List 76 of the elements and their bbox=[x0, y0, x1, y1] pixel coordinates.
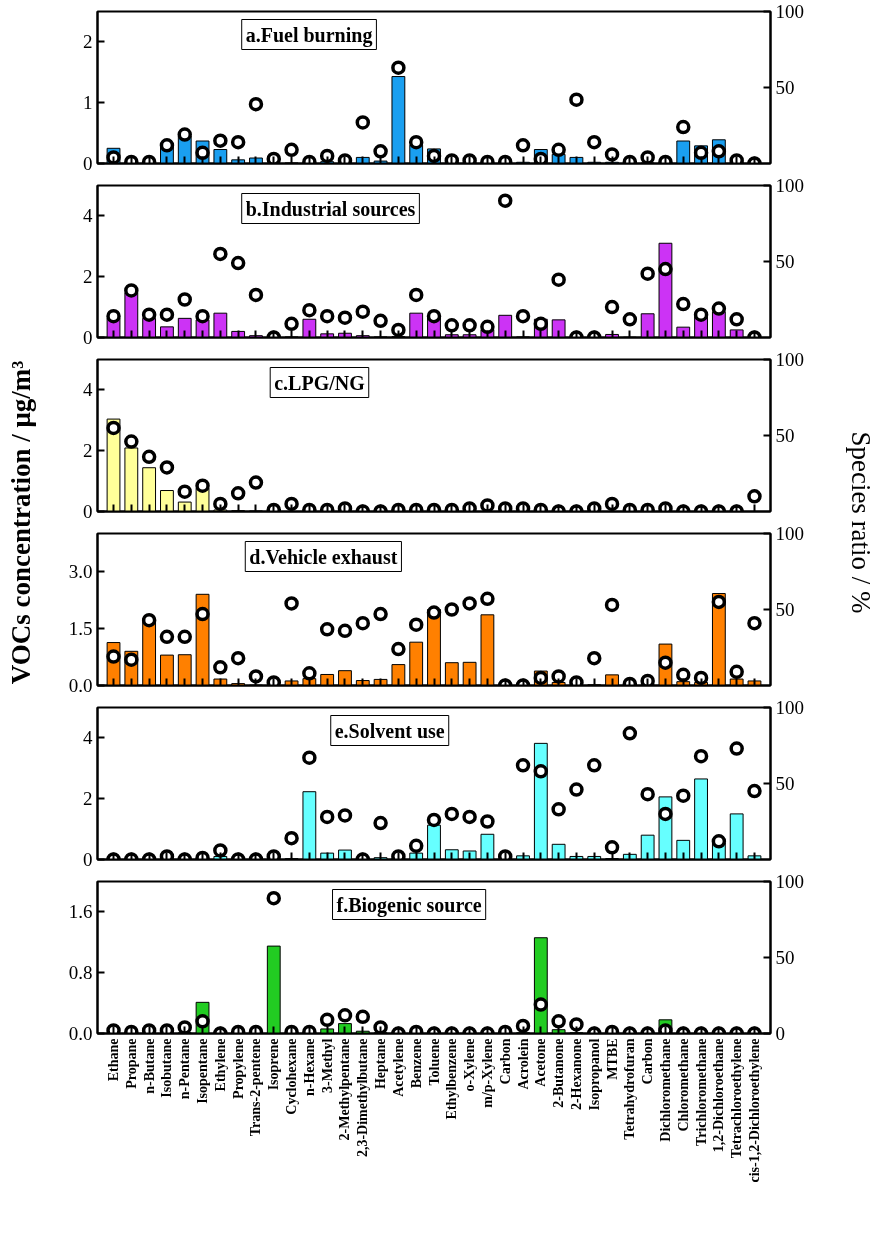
y-tick-label: 0.0 bbox=[68, 675, 93, 696]
y-tick-label: 3.0 bbox=[68, 561, 93, 582]
y2-tick-label: 100 bbox=[775, 523, 804, 544]
x-tick-label: 1,2-Dichloroethane bbox=[711, 1038, 727, 1153]
x-tick-label: Dichloromethane bbox=[657, 1038, 673, 1142]
y2-tick-label: 50 bbox=[775, 77, 795, 98]
y-tick-label: 2 bbox=[83, 31, 93, 53]
x-tick-label: Ethane bbox=[106, 1038, 122, 1082]
y2-tick-label: 100 bbox=[775, 871, 804, 892]
y-tick-label: 4 bbox=[83, 205, 93, 227]
x-tick-label: o-Xylene bbox=[462, 1038, 478, 1092]
y2-tick-label: 100 bbox=[775, 697, 804, 718]
y-tick-label: 2 bbox=[83, 788, 93, 810]
x-tick-label: Isoprene bbox=[266, 1038, 282, 1091]
x-tick-label: Cyclohexane bbox=[284, 1038, 300, 1115]
y2-tick-label: 50 bbox=[775, 599, 795, 620]
y2-tick-label: 50 bbox=[775, 251, 795, 272]
x-tick-label: cis-1,2-Dichloroethylene bbox=[746, 1038, 762, 1183]
y-axis-title: VOCs concentration / μg/m³ bbox=[5, 360, 36, 685]
x-tick-label: Trans-2-pentene bbox=[248, 1038, 264, 1137]
x-tick-label: 2,3-Dimethylbutane bbox=[355, 1038, 371, 1158]
text: c.LPG/NG bbox=[274, 371, 366, 394]
y2-tick-label: 50 bbox=[775, 425, 795, 446]
x-tick-label: Propane bbox=[123, 1038, 139, 1089]
y-tick-label: 1.5 bbox=[68, 618, 93, 639]
y-tick-label: 0 bbox=[83, 153, 93, 174]
x-tick-label: Carbon bbox=[497, 1038, 513, 1085]
text: b.Industrial sources bbox=[245, 197, 416, 220]
x-tick-label: Heptane bbox=[373, 1038, 389, 1090]
x-tick-label: n-Hexane bbox=[301, 1038, 317, 1097]
y2-tick-label: 100 bbox=[775, 349, 804, 370]
y2-tick-label: 100 bbox=[775, 1, 804, 22]
y-tick-label: 0 bbox=[83, 501, 93, 522]
y2-tick-label: 50 bbox=[775, 773, 795, 794]
x-tick-label: Tetrachloroethylene bbox=[729, 1038, 745, 1159]
x-tick-label: Acrolein bbox=[515, 1038, 531, 1090]
x-tick-label: Acetylene bbox=[390, 1038, 406, 1097]
x-tick-label: Carbon bbox=[640, 1038, 656, 1085]
text: e.Solvent use bbox=[334, 719, 445, 742]
x-tick-label: 2-Hexanone bbox=[568, 1038, 584, 1111]
x-tick-label: Tetrahydrofuran bbox=[622, 1038, 638, 1140]
x-tick-label: Chloromethane bbox=[675, 1038, 691, 1132]
x-tick-label: m/p-Xylene bbox=[479, 1038, 495, 1108]
y2-tick-label: 100 bbox=[775, 175, 804, 196]
x-tick-label: Toluene bbox=[426, 1038, 442, 1086]
x-tick-label: Propylene bbox=[230, 1038, 246, 1099]
x-tick-label: Isopentane bbox=[195, 1038, 211, 1104]
x-tick-label: Trichloromethane bbox=[693, 1038, 709, 1147]
y-tick-label: 0 bbox=[83, 849, 93, 870]
x-tick-label: Acetone bbox=[533, 1038, 549, 1087]
y-tick-label: 0.0 bbox=[68, 1023, 93, 1044]
x-tick-label: n-Pentane bbox=[177, 1038, 193, 1100]
x-tick-label: 2-Butanone bbox=[551, 1038, 567, 1108]
y2-axis-title: Species ratio / % bbox=[845, 431, 876, 614]
y-tick-label: 0.8 bbox=[68, 962, 93, 984]
x-tick-label: 3-Methyl bbox=[319, 1038, 335, 1093]
y-tick-label: 4 bbox=[83, 727, 93, 749]
x-tick-label: 2-Methylpentane bbox=[337, 1038, 353, 1141]
y2-tick-label: 0 bbox=[775, 1023, 785, 1044]
text: d.Vehicle exhaust bbox=[249, 545, 398, 568]
y-tick-label: 4 bbox=[83, 379, 93, 401]
x-tick-label: Ethylbenzene bbox=[444, 1038, 460, 1120]
y-tick-label: 1.6 bbox=[68, 901, 93, 923]
y-tick-label: 2 bbox=[83, 440, 93, 462]
text: a.Fuel burning bbox=[245, 23, 373, 47]
x-tick-label: MTBE bbox=[604, 1038, 620, 1080]
x-tick-label: n-Butane bbox=[141, 1038, 157, 1094]
x-tick-label: Isobutane bbox=[159, 1038, 175, 1098]
x-tick-label: Isopropanol bbox=[586, 1038, 602, 1111]
text: f.Biogenic source bbox=[336, 893, 482, 917]
y2-tick-label: 50 bbox=[775, 947, 795, 968]
x-tick-label: Benzene bbox=[408, 1038, 424, 1089]
y-tick-label: 0 bbox=[83, 327, 93, 348]
y-tick-label: 2 bbox=[83, 266, 93, 288]
x-tick-label: Ethylene bbox=[212, 1038, 228, 1092]
y-tick-label: 1 bbox=[83, 92, 93, 114]
